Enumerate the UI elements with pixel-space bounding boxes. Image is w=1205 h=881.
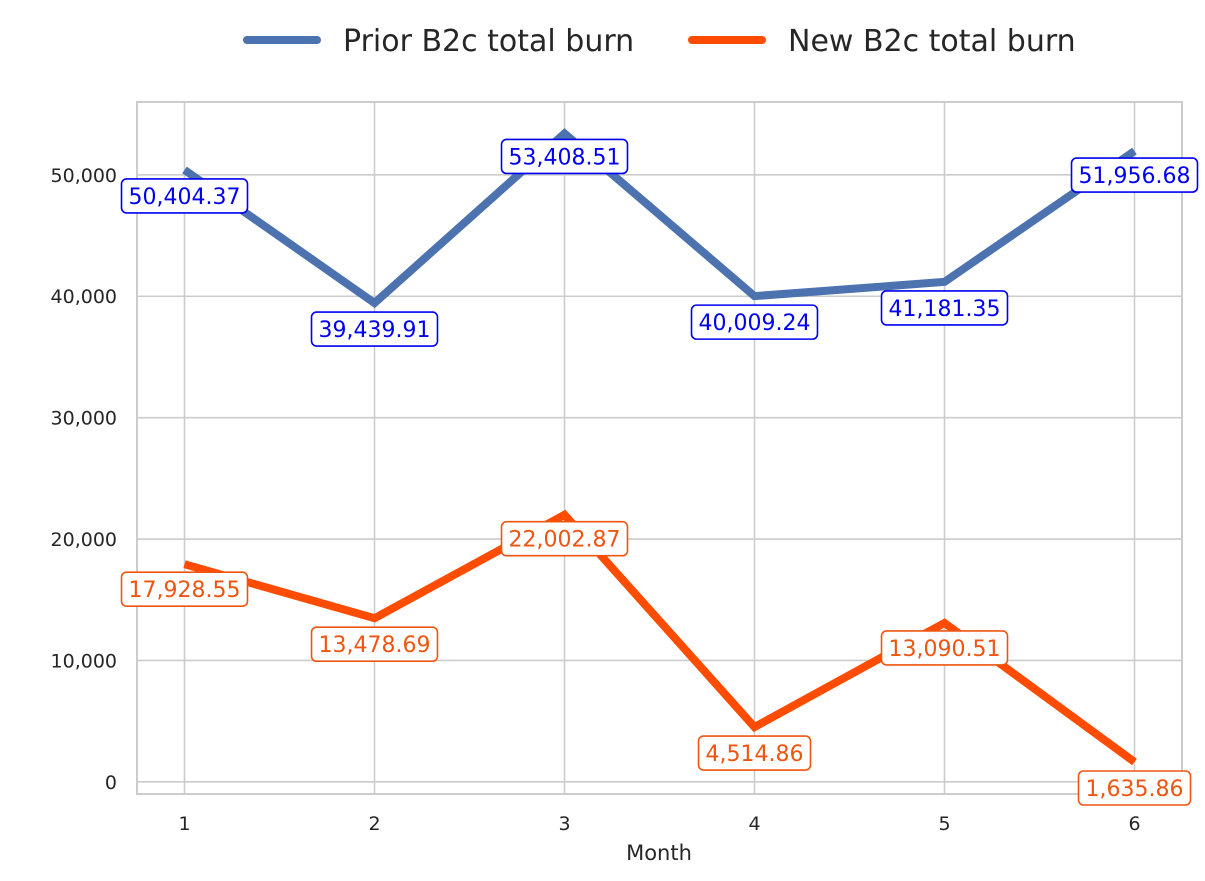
data-label-text: 17,928.55 bbox=[129, 578, 241, 603]
legend: Prior B2c total burn New B2c total burn bbox=[243, 24, 1076, 59]
data-label: 17,928.55 bbox=[120, 571, 249, 608]
data-label-box bbox=[1077, 770, 1192, 806]
data-label-box bbox=[310, 311, 439, 347]
data-label: 4,514.86 bbox=[697, 735, 812, 771]
data-label-box bbox=[880, 630, 1009, 666]
data-label-text: 13,478.69 bbox=[319, 633, 431, 658]
data-label-text: 53,408.51 bbox=[509, 145, 621, 170]
x-axis-ticks: 1 2 3 4 5 6 bbox=[178, 813, 1140, 835]
data-label-text: 51,956.68 bbox=[1079, 164, 1191, 189]
data-label-box bbox=[120, 571, 249, 608]
grid-lines bbox=[137, 102, 1182, 794]
data-label-box bbox=[500, 520, 629, 557]
data-label: 53,408.51 bbox=[500, 138, 629, 175]
legend-label: Prior B2c total burn bbox=[343, 24, 634, 59]
x-tick-label: 2 bbox=[368, 813, 380, 835]
data-label-text: 13,090.51 bbox=[889, 637, 1001, 662]
data-label: 39,439.91 bbox=[310, 311, 439, 347]
y-tick-label: 40,000 bbox=[51, 286, 117, 308]
data-label: 1,635.86 bbox=[1077, 770, 1192, 806]
data-label: 51,956.68 bbox=[1070, 157, 1199, 193]
y-tick-label: 10,000 bbox=[51, 650, 117, 672]
data-label-box bbox=[697, 735, 812, 771]
x-tick-label: 5 bbox=[938, 813, 950, 835]
y-tick-label: 50,000 bbox=[51, 165, 117, 187]
y-tick-label: 30,000 bbox=[51, 408, 117, 430]
legend-item: New B2c total burn bbox=[688, 24, 1076, 59]
data-label-text: 41,181.35 bbox=[889, 297, 1001, 322]
data-label: 50,404.37 bbox=[120, 178, 249, 214]
y-tick-label: 0 bbox=[105, 772, 117, 794]
data-label: 41,181.35 bbox=[880, 290, 1009, 326]
x-tick-label: 6 bbox=[1128, 813, 1140, 835]
data-label: 13,090.51 bbox=[880, 630, 1009, 666]
data-label-text: 4,514.86 bbox=[706, 742, 804, 767]
data-label-text: 22,002.87 bbox=[509, 528, 621, 553]
data-label-box bbox=[1070, 157, 1199, 193]
data-label-text: 1,635.86 bbox=[1086, 777, 1184, 802]
x-tick-label: 3 bbox=[558, 813, 570, 835]
data-label: 22,002.87 bbox=[500, 520, 629, 557]
series-lines bbox=[182, 128, 1137, 766]
data-label: 40,009.24 bbox=[690, 304, 819, 340]
data-label-box bbox=[310, 626, 439, 663]
y-axis-ticks: 0 10,000 20,000 30,000 40,000 50,000 bbox=[51, 165, 117, 794]
data-label-box bbox=[690, 304, 819, 340]
data-label-box bbox=[500, 138, 629, 175]
data-label-text: 39,439.91 bbox=[319, 318, 431, 343]
legend-label: New B2c total burn bbox=[788, 24, 1076, 59]
series-line-1 bbox=[182, 128, 1137, 309]
x-tick-label: 1 bbox=[178, 813, 190, 835]
data-label-text: 50,404.37 bbox=[129, 185, 241, 210]
data-label-box bbox=[880, 290, 1009, 326]
data-labels: 50,404.37 39,439.91 53,408.51 40,009.24 41,1… bbox=[120, 138, 1199, 806]
plot-frame bbox=[136, 101, 1183, 795]
x-tick-label: 4 bbox=[748, 813, 760, 835]
data-label-box bbox=[120, 178, 249, 214]
x-axis-title: Month bbox=[626, 841, 692, 865]
data-label-text: 40,009.24 bbox=[699, 311, 811, 336]
legend-item: Prior B2c total burn bbox=[243, 24, 634, 59]
data-label: 13,478.69 bbox=[310, 626, 439, 663]
y-tick-label: 20,000 bbox=[51, 529, 117, 551]
